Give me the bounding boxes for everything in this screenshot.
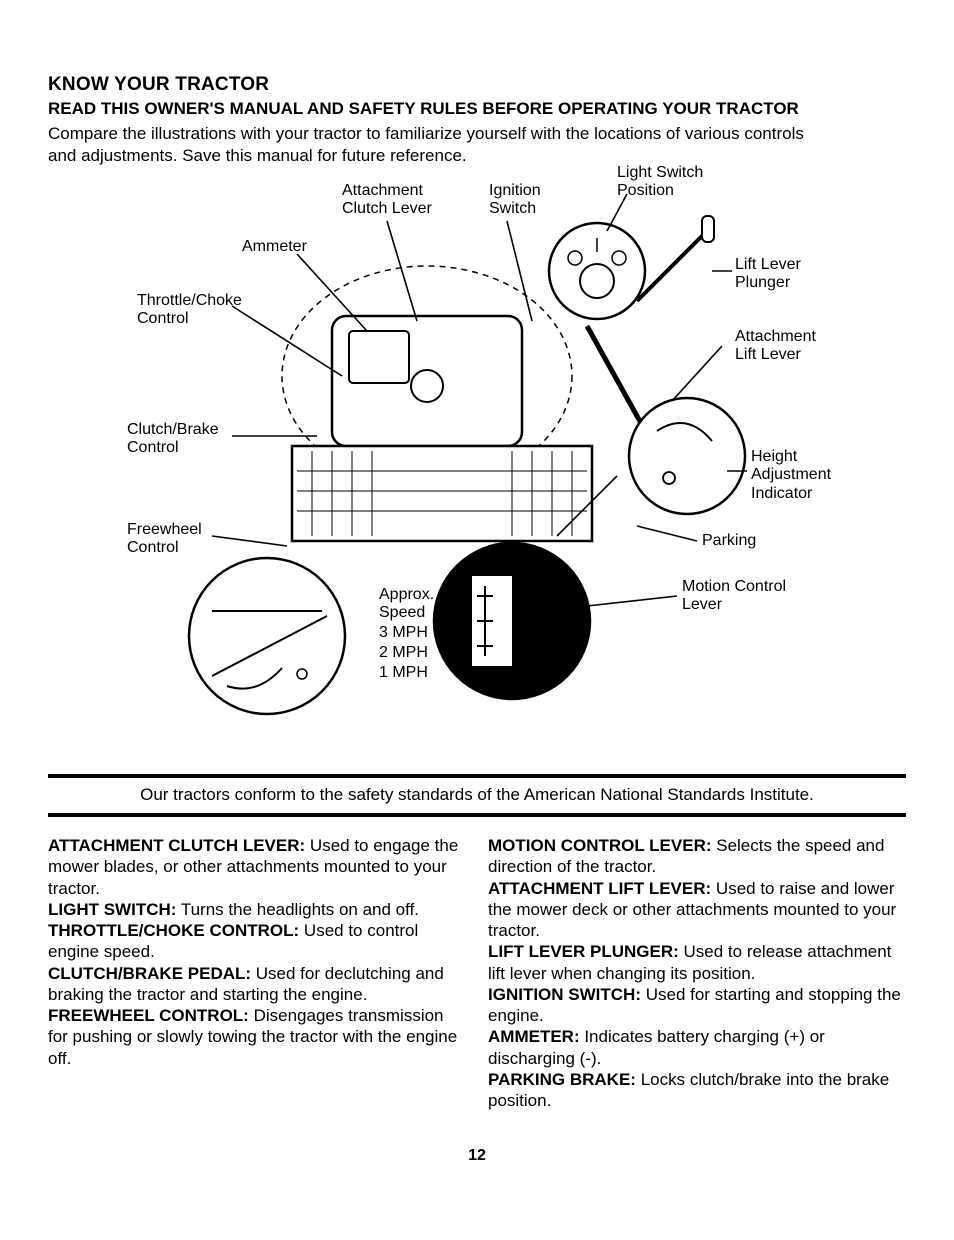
def-parking-brake: PARKING BRAKE: Locks clutch/brake into t… [488, 1069, 906, 1112]
divider-bottom [48, 813, 906, 817]
callout-height-adjustment-indicator: Height Adjustment Indicator [751, 448, 851, 503]
divider-top [48, 774, 906, 778]
callout-attachment-lift-lever: Attachment Lift Lever [735, 328, 835, 365]
callout-clutch-brake-control: Clutch/Brake Control [127, 421, 237, 458]
intro-paragraph: Compare the illustrations with your trac… [48, 123, 818, 166]
def-throttle-choke-control: THROTTLE/CHOKE CONTROL: Used to control … [48, 920, 466, 963]
callout-speed-1: 1 MPH [379, 664, 428, 682]
def-motion-control-lever: MOTION CONTROL LEVER: Selects the speed … [488, 835, 906, 878]
callout-ignition-switch: Ignition Switch [489, 182, 559, 219]
definitions-columns: ATTACHMENT CLUTCH LEVER: Used to engage … [48, 835, 906, 1111]
def-attachment-lift-lever: ATTACHMENT LIFT LEVER: Used to raise and… [488, 878, 906, 942]
manual-page: KNOW YOUR TRACTOR READ THIS OWNER'S MANU… [0, 0, 954, 1205]
tractor-diagram: Attachment Clutch Lever Ignition Switch … [117, 176, 837, 766]
callout-parking: Parking [702, 532, 756, 550]
page-subtitle: READ THIS OWNER'S MANUAL AND SAFETY RULE… [48, 98, 906, 119]
def-light-switch: LIGHT SWITCH: Turns the headlights on an… [48, 899, 466, 920]
definitions-right-column: MOTION CONTROL LEVER: Selects the speed … [488, 835, 906, 1111]
def-attachment-clutch-lever: ATTACHMENT CLUTCH LEVER: Used to engage … [48, 835, 466, 899]
page-title: KNOW YOUR TRACTOR [48, 74, 906, 96]
def-ignition-switch: IGNITION SWITCH: Used for starting and s… [488, 984, 906, 1027]
callout-ammeter: Ammeter [242, 238, 307, 256]
callout-freewheel-control: Freewheel Control [127, 521, 217, 558]
definitions-left-column: ATTACHMENT CLUTCH LEVER: Used to engage … [48, 835, 466, 1111]
safety-standards-note: Our tractors conform to the safety stand… [48, 782, 906, 807]
callout-speed-2: 2 MPH [379, 644, 428, 662]
callout-throttle-choke-control: Throttle/Choke Control [137, 292, 257, 329]
callout-motion-control-lever: Motion Control Lever [682, 578, 802, 615]
callout-speed-label: Approx. Speed [379, 586, 449, 623]
callout-attachment-clutch-lever: Attachment Clutch Lever [342, 182, 442, 219]
def-freewheel-control: FREEWHEEL CONTROL: Disengages transmissi… [48, 1005, 466, 1069]
page-number: 12 [48, 1147, 906, 1165]
callout-light-switch-position: Light Switch Position [617, 164, 727, 201]
callout-lift-lever-plunger: Lift Lever Plunger [735, 256, 825, 293]
def-clutch-brake-pedal: CLUTCH/BRAKE PEDAL: Used for declutching… [48, 963, 466, 1006]
callout-speed-3: 3 MPH [379, 624, 428, 642]
def-ammeter: AMMETER: Indicates battery charging (+) … [488, 1026, 906, 1069]
def-lift-lever-plunger: LIFT LEVER PLUNGER: Used to release atta… [488, 941, 906, 984]
diagram-svg [117, 176, 837, 766]
